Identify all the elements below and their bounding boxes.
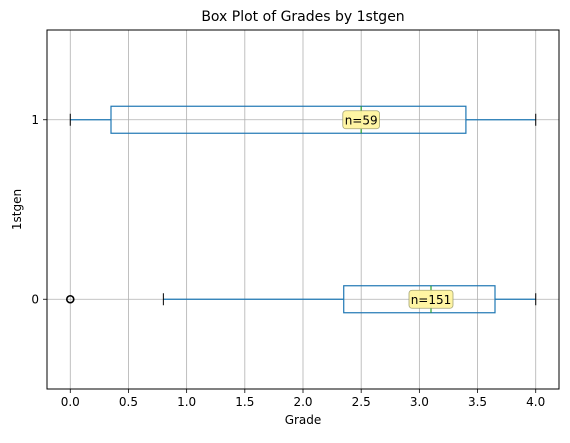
x-axis-label: Grade bbox=[285, 413, 322, 427]
y-axis-label: 1stgen bbox=[10, 189, 24, 230]
n-label-box bbox=[342, 110, 380, 130]
n-label: n=59 bbox=[345, 113, 378, 127]
box-iqr bbox=[343, 285, 496, 314]
x-tick-label: 2.5 bbox=[352, 395, 371, 409]
grid-lines bbox=[47, 30, 559, 389]
outlier-marker bbox=[65, 294, 75, 304]
axis-ticks: 0.0 0.5 1.0 1.5 2.0 2.5 3.0 3.5 4.0 0 1 bbox=[31, 113, 545, 409]
n-label: n=151 bbox=[411, 293, 452, 307]
x-tick-label: 2.0 bbox=[293, 395, 312, 409]
x-tick-label: 1.5 bbox=[235, 395, 254, 409]
box-iqr bbox=[110, 105, 467, 134]
x-tick-label: 0.0 bbox=[61, 395, 80, 409]
y-tick-label: 0 bbox=[31, 292, 39, 306]
x-tick-label: 0.5 bbox=[119, 395, 138, 409]
y-tick-label: 1 bbox=[31, 113, 39, 127]
x-tick-label: 3.5 bbox=[468, 395, 487, 409]
x-tick-label: 3.0 bbox=[410, 395, 429, 409]
chart-title: Box Plot of Grades by 1stgen bbox=[201, 9, 404, 25]
x-tick-label: 4.0 bbox=[526, 395, 545, 409]
boxes-layer: n=151 n=59 bbox=[65, 105, 537, 314]
n-label-box bbox=[408, 289, 454, 309]
x-tick-label: 1.0 bbox=[177, 395, 196, 409]
